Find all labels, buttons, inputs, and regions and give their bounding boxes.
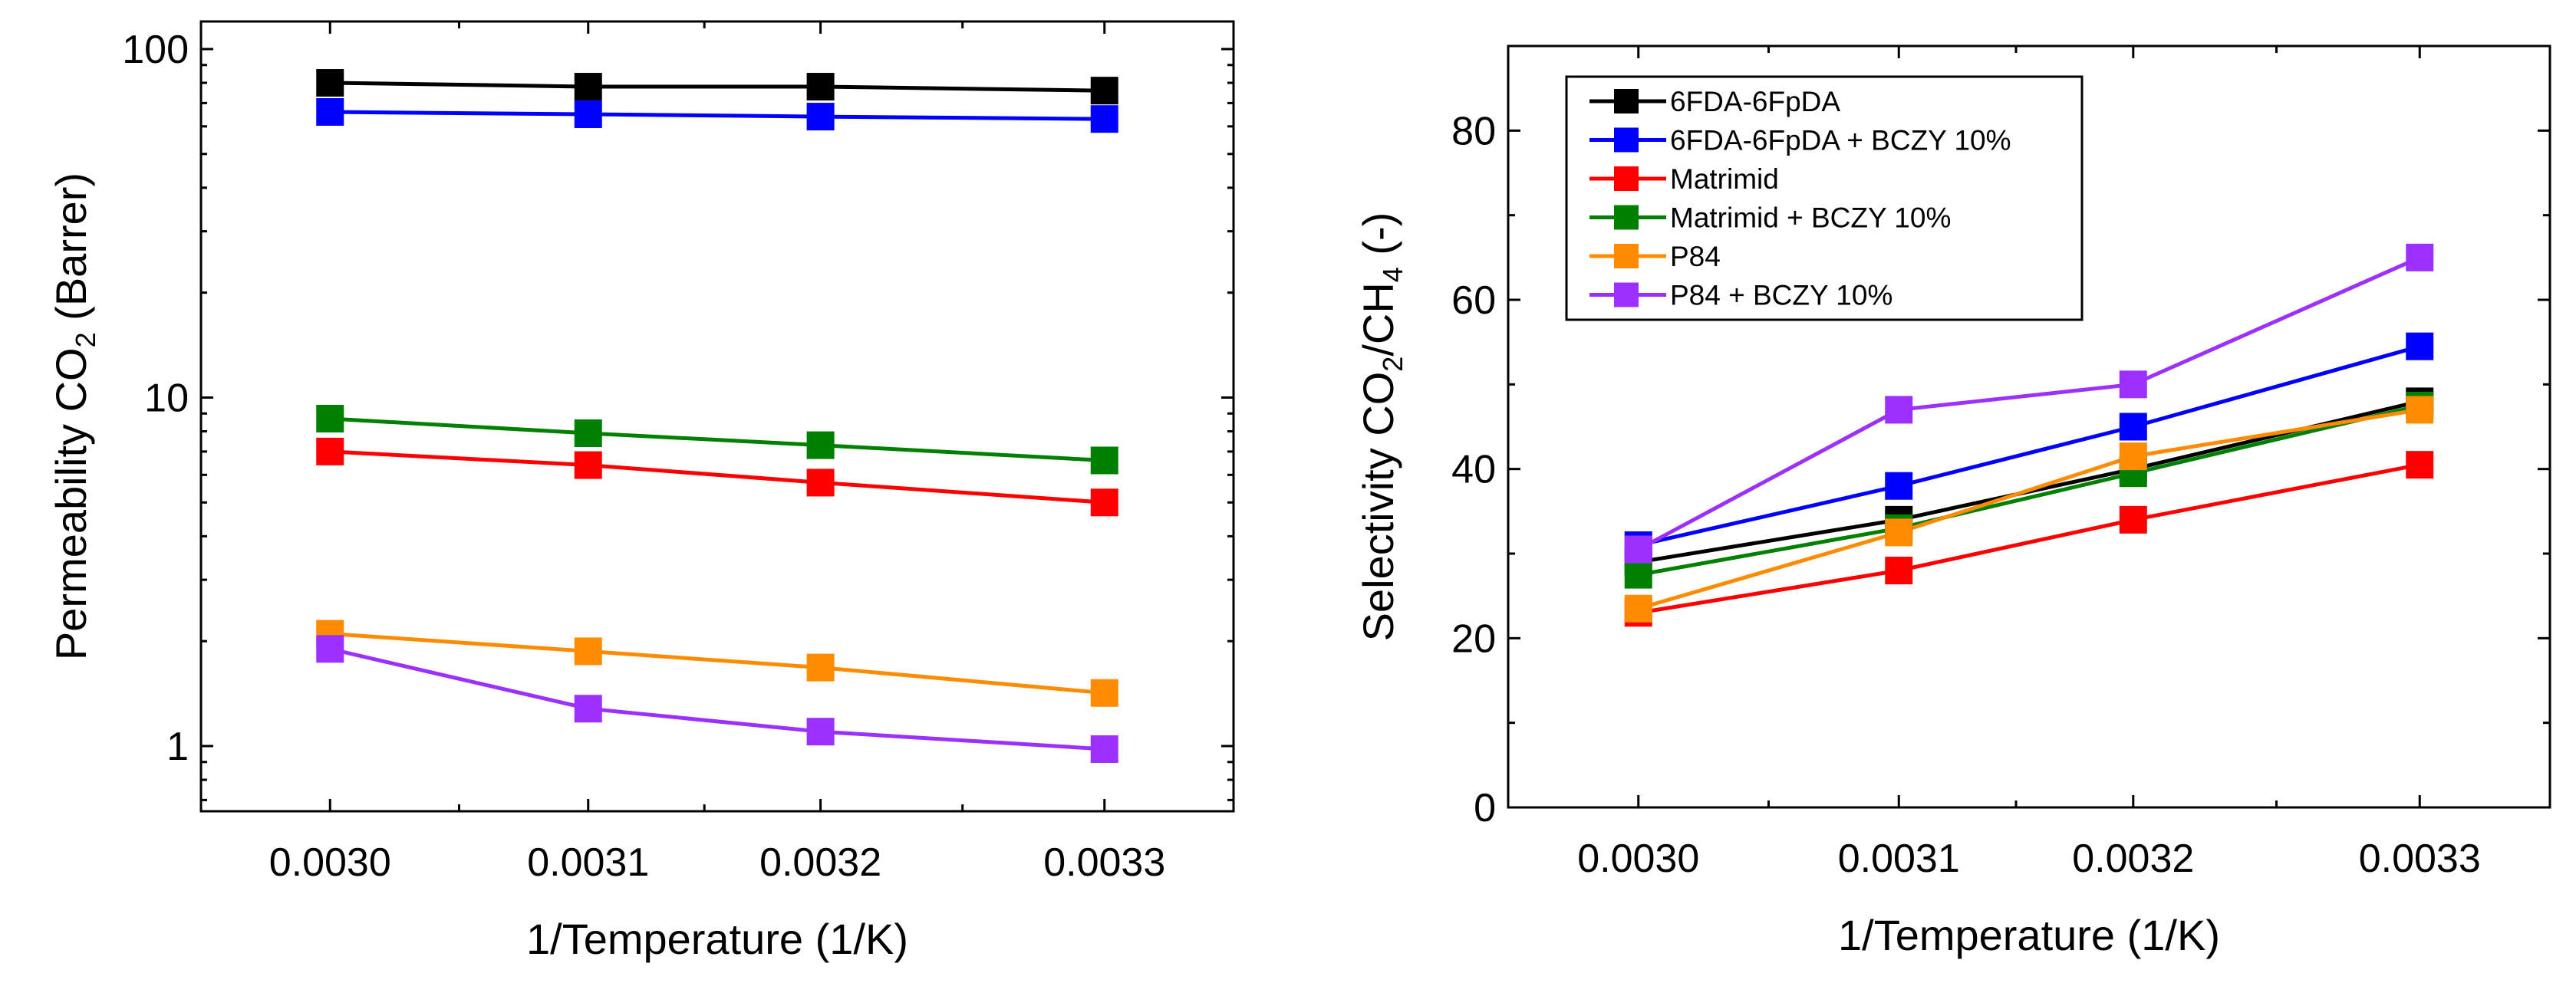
marker-matrimid <box>1090 488 1118 517</box>
y-tick-label: 80 <box>1451 109 1496 153</box>
y-axis-title-part: Permeability CO <box>47 347 95 660</box>
marker-6fda-6fpda-bczy-10 <box>806 103 835 131</box>
marker-p84-bczy-10 <box>2406 243 2434 271</box>
selectivity-chart: 0 20 40 60 80 0.0030 0.0031 0.0032 0.0033 1/Tempe… <box>1354 44 2551 959</box>
y-axis-title-subscript: 4 <box>1377 267 1408 282</box>
marker-p84-bczy-10 <box>806 718 835 746</box>
marker-matrimid-bczy-10 <box>1624 561 1652 589</box>
y-axis-title: Selectivity CO2/CH4 (-) <box>1354 212 1408 642</box>
series-line-p84-bczy-10 <box>1637 255 2421 551</box>
x-tick-label: 0.0033 <box>2359 837 2481 881</box>
marker-p84 <box>2119 442 2147 471</box>
marker-6fda-6fpda <box>1090 77 1118 105</box>
y-axis-title-part: Selectivity CO <box>1354 372 1402 642</box>
series-line-matrimid <box>1638 462 2420 615</box>
series-line-6fda-6fpda-bczy-10 <box>330 110 1105 121</box>
marker-6fda-6fpda-bczy-10 <box>2406 332 2434 360</box>
legend-label: P84 + BCZY 10% <box>1670 280 1892 311</box>
legend-label: 6FDA-6FpDA + BCZY 10% <box>1670 125 2011 156</box>
marker-6fda-6fpda-bczy-10 <box>1090 105 1118 133</box>
legend-swatch-marker <box>1614 282 1639 307</box>
marker-p84 <box>1624 594 1652 623</box>
marker-p84 <box>1090 679 1118 707</box>
marker-p84-bczy-10 <box>316 635 344 663</box>
marker-6fda-6fpda <box>574 73 602 101</box>
y-axis-title-part: (-) <box>1354 212 1402 268</box>
series-line-matrimid-bczy-10 <box>330 416 1105 462</box>
y-tick-label: 10 <box>144 376 189 420</box>
legend-swatch-marker <box>1614 166 1639 191</box>
marker-p84 <box>2406 396 2434 424</box>
legend-swatch-marker <box>1614 205 1639 230</box>
x-tick-label: 0.0032 <box>759 840 881 885</box>
marker-6fda-6fpda-bczy-10 <box>316 98 344 127</box>
x-tick-label: 0.0030 <box>1577 837 1699 881</box>
marker-matrimid-bczy-10 <box>806 431 835 459</box>
y-tick-label: 60 <box>1451 278 1496 323</box>
marker-p84-bczy-10 <box>574 695 602 723</box>
marker-6fda-6fpda-bczy-10 <box>574 100 602 129</box>
marker-matrimid-bczy-10 <box>316 404 344 432</box>
series-line-p84 <box>1638 407 2420 611</box>
legend-label: P84 <box>1670 241 1721 272</box>
legend-label: 6FDA-6FpDA <box>1670 86 1840 117</box>
y-tick-label: 1 <box>166 725 189 769</box>
y-tick-label: 40 <box>1451 448 1496 492</box>
marker-matrimid <box>2119 505 2147 534</box>
marker-matrimid <box>316 437 344 465</box>
y-axis-title-part: (Barrer) <box>47 173 95 332</box>
x-tick-label: 0.0031 <box>527 840 649 885</box>
x-tick-label: 0.0033 <box>1043 840 1165 885</box>
y-axis-title-subscript: 2 <box>1377 357 1408 372</box>
marker-matrimid <box>806 468 835 497</box>
plot-frame <box>1507 44 2551 809</box>
marker-matrimid-bczy-10 <box>1090 446 1118 475</box>
legend-label: Matrimid + BCZY 10% <box>1670 202 1951 234</box>
series-line-6fda-6fpda-bczy-10 <box>1638 344 2420 547</box>
marker-p84-bczy-10 <box>1885 396 1913 424</box>
marker-6fda-6fpda-bczy-10 <box>2119 413 2147 441</box>
legend-swatch-marker <box>1614 127 1639 153</box>
series-line-matrimid-bczy-10 <box>1638 403 2420 577</box>
x-tick-label: 0.0030 <box>269 840 391 885</box>
marker-6fda-6fpda-bczy-10 <box>1885 472 1913 500</box>
series-line-matrimid <box>330 449 1105 505</box>
y-axis-title: Permeability CO2 (Barrer) <box>47 173 101 660</box>
series-line-p84 <box>330 632 1105 695</box>
marker-matrimid-bczy-10 <box>574 419 602 448</box>
marker-p84 <box>1885 518 1913 547</box>
marker-6fda-6fpda <box>806 73 835 101</box>
legend-label: Matrimid <box>1670 163 1779 195</box>
series-line-6fda-6fpda <box>1638 399 2420 564</box>
y-axis-title-part: /CH <box>1354 282 1402 356</box>
y-tick-label: 20 <box>1451 616 1496 661</box>
y-axis-title-subscript: 2 <box>70 332 101 347</box>
legend-swatch-marker <box>1614 244 1639 268</box>
marker-matrimid <box>1885 557 1913 585</box>
x-tick-label: 0.0031 <box>1838 837 1960 881</box>
plot-frame <box>199 20 1235 813</box>
marker-p84-bczy-10 <box>2119 370 2147 399</box>
x-axis-title: 1/Temperature (1/K) <box>526 915 908 963</box>
series-line-p84-bczy-10 <box>329 646 1105 751</box>
y-tick-label: 0 <box>1474 786 1496 830</box>
legend-swatch-marker <box>1614 89 1639 113</box>
marker-p84 <box>574 637 602 666</box>
marker-matrimid <box>2406 451 2434 479</box>
legend-box <box>1565 75 2084 321</box>
marker-matrimid <box>574 451 602 479</box>
x-axis-title: 1/Temperature (1/K) <box>1838 911 2220 959</box>
marker-p84 <box>806 653 835 682</box>
series-line-6fda-6fpda <box>330 81 1105 93</box>
marker-p84-bczy-10 <box>1624 535 1652 564</box>
y-tick-label: 100 <box>122 28 189 72</box>
permeability-chart: 1 10 100 0.0030 0.0031 0.0032 0.0033 1/Temperat… <box>47 20 1235 963</box>
marker-p84-bczy-10 <box>1090 735 1118 763</box>
x-tick-label: 0.0032 <box>2072 837 2194 881</box>
marker-6fda-6fpda <box>316 69 344 97</box>
